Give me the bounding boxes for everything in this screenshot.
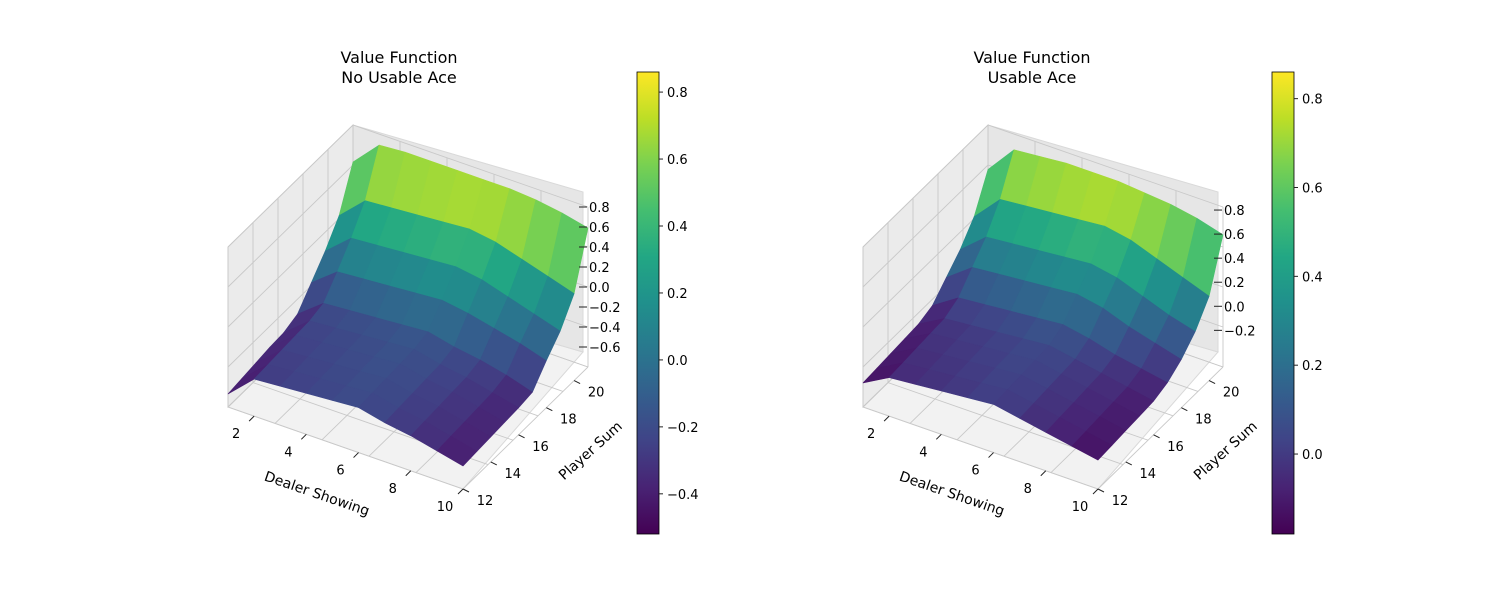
colorbar-tick-label: −0.2 [667,421,699,436]
y-tick-mark [1181,407,1188,412]
colorbar-tick-label: 0.6 [667,153,688,168]
y-tick-mark [1153,434,1160,439]
y-tick-label: 16 [1167,440,1184,455]
y-tick-mark [1125,461,1133,466]
y-tick-mark [1097,488,1105,493]
x-tick-label: 6 [336,464,344,479]
y-tick-label: 16 [532,440,549,455]
y-tick-label: 12 [477,494,494,509]
chart-title-line-2: Usable Ace [988,68,1077,87]
gridline-floor-y [227,406,464,490]
subplot-1: 2 4 6 8 10 12 14 16 18 20 −0.6 −0.4 −0.2 0.0 0.2 0.4 0.6… [227,48,699,535]
z-tick-label: 0.6 [589,221,610,236]
x-tick-label: 6 [971,464,979,479]
x-tick-label: 2 [232,427,240,442]
colorbar-tick-label: 0.8 [667,86,688,101]
y-tick-label: 20 [588,386,605,401]
y-tick-mark [462,488,470,493]
x-tick-mark [935,433,942,440]
gridline-floor-y [862,406,1099,490]
z-tick-label: 0.4 [589,241,610,256]
z-tick-label: 0.6 [1224,228,1245,243]
colorbar-tick-label: 0.4 [1302,270,1323,285]
colorbar-tick-label: 0.6 [1302,182,1323,197]
chart-title-line-2: No Usable Ace [341,68,457,87]
x-tick-mark [353,452,359,458]
colorbar [636,71,660,535]
y-tick-label: 12 [1112,494,1129,509]
z-tick-label: 0.2 [589,261,610,276]
gridline-floor-x [462,366,589,490]
colorbar-tick-label: 0.0 [1302,448,1323,463]
colorbar-tick-label: 0.8 [1302,93,1323,108]
colorbar-tick-label: 0.2 [1302,359,1323,374]
x-tick-label: 8 [389,482,397,497]
y-tick-label: 14 [505,467,522,482]
z-tick-label: −0.2 [1224,324,1256,339]
colorbar-tick-label: 0.2 [667,287,688,302]
x-tick-label: 10 [1072,500,1089,515]
x-tick-mark [1040,470,1047,477]
x-tick-label: 4 [284,445,292,460]
gridline-z [862,124,1224,248]
z-tick-label: 0.8 [589,201,610,216]
subplot-2: 2 4 6 8 10 12 14 16 18 20 −0.2 0.0 0.2 0.4 0.6 0.8 Deale… [862,48,1323,535]
colorbar-tick-label: −0.4 [667,488,699,503]
y-tick-label: 18 [560,413,577,428]
z-tick-label: 0.4 [1224,252,1245,267]
y-tick-label: 20 [1223,386,1240,401]
x-tick-label: 8 [1024,482,1032,497]
x-tick-mark [300,433,307,440]
y-tick-mark [573,380,581,385]
x-tick-mark [248,415,255,422]
z-tick-label: −0.4 [589,321,621,336]
y-tick-mark [1208,380,1216,385]
surface-face [436,435,478,467]
x-tick-mark [988,452,994,458]
y-tick-label: 14 [1140,467,1157,482]
gridline-floor-x [1097,366,1224,490]
x-tick-mark [883,415,890,422]
chart-title-line-1: Value Function [340,48,457,67]
z-tick-label: 0.0 [589,281,610,296]
gridline-z [227,124,589,248]
z-tick-label: −0.6 [589,341,621,356]
x-tick-mark [457,488,464,495]
z-tick-label: 0.0 [1224,300,1245,315]
y-axis-label: Player Sum [1191,419,1261,484]
y-tick-mark [546,407,553,412]
x-tick-label: 2 [867,427,875,442]
x-axis-label: Dealer Showing [897,469,1006,520]
colorbar-tick-label: 0.0 [667,354,688,369]
y-tick-mark [518,434,525,439]
y-tick-label: 18 [1195,413,1212,428]
y-tick-mark [490,461,498,466]
x-tick-label: 4 [919,445,927,460]
y-axis-label: Player Sum [556,419,626,484]
x-axis-label: Dealer Showing [262,469,371,520]
colorbar [1271,71,1295,535]
z-tick-label: 0.8 [1224,204,1245,219]
x-tick-label: 10 [437,500,454,515]
z-tick-label: −0.2 [589,301,621,316]
colorbar-tick-label: 0.4 [667,220,688,235]
x-tick-mark [1092,488,1099,495]
chart-title-line-1: Value Function [973,48,1090,67]
x-tick-mark [405,470,412,477]
z-tick-label: 0.2 [1224,276,1245,291]
surface-face [1071,431,1113,461]
